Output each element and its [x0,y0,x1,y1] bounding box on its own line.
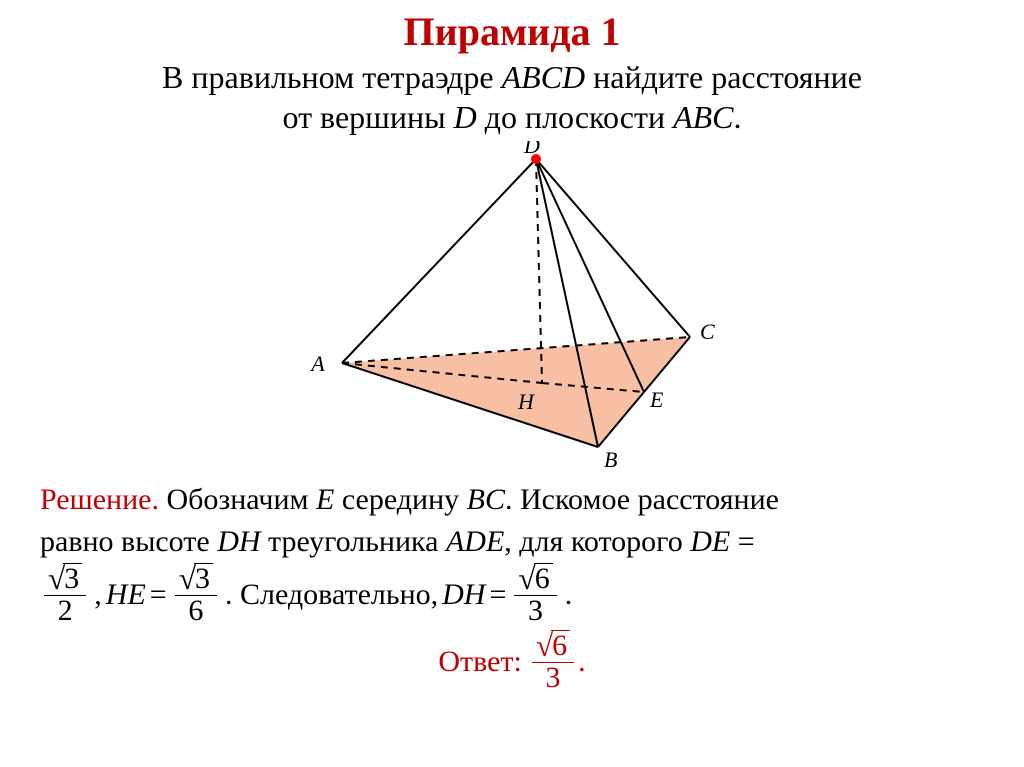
edge-dc [536,159,690,337]
answer-tail: . [578,645,586,679]
problem-line2-c: до плоскости [477,99,673,135]
label-e: E [649,387,664,412]
solution-row-2: равно высоте DH треугольника ADE, для ко… [40,521,984,563]
diagram-container: D A B C H E [40,141,984,471]
label-c: C [700,319,715,344]
frac3-den: 3 [524,596,547,626]
solution-row-1: Решение. Обозначим E середину BC. Искомо… [40,479,984,521]
problem-abcd: ABCD [502,59,586,95]
label-a: A [309,351,325,376]
sol-DE: DE [690,525,730,558]
sol-t9: = [150,574,167,616]
sol-t11: = [489,574,506,616]
sol-DH: DH [217,525,260,558]
slide: Пирамида 1 В правильном тетраэдре ABCD н… [0,0,1024,767]
answer-value: √6 3 [528,630,578,693]
page-title: Пирамида 1 [40,8,984,55]
sol-BC: BC [467,483,505,516]
sol-t10: . Следовательно, [225,574,438,616]
problem-d: D [454,99,477,135]
frac2-num: 3 [194,563,213,594]
sol-t3: . Искомое расстояние [505,483,779,516]
solution-row-3: √3 2 , HE = √3 6 . Следовательно, DH = √… [40,563,984,626]
problem-line1-a: В правильном тетраэдре [162,59,502,95]
sol-t5: треугольника [261,525,446,558]
solution-text: Решение. Обозначим E середину BC. Искомо… [40,479,984,626]
sol-t8: , [94,574,102,616]
tetrahedron-figure: D A B C H E [282,141,742,471]
frac-dh: √6 3 [514,563,556,626]
ans-num: 6 [551,630,570,661]
sol-t1: Обозначим [159,483,316,516]
sol-ADE: ADE [446,525,504,558]
sol-E: E [316,483,334,516]
sol-t4: равно высоте [40,525,217,558]
frac-de: √3 2 [44,563,86,626]
sol-t6: , для которого [504,525,690,558]
label-d: D [523,141,540,158]
answer-label: Ответ: [438,645,522,679]
solution-label: Решение. [40,483,159,516]
ans-den: 3 [542,663,565,693]
problem-line2-a: от вершины [282,99,453,135]
label-b: B [604,447,617,471]
problem-abc: ABC [673,99,733,135]
frac3-num: 6 [534,563,553,594]
sol-DH2: DH [442,574,485,616]
problem-line1-c: найдите расстояние [585,59,862,95]
label-h: H [517,389,535,414]
sol-t7: = [730,525,754,558]
sol-HE: HE [106,574,146,616]
sol-t12: . [565,574,573,616]
edge-da [342,159,536,363]
sol-t2: середину [334,483,466,516]
problem-statement: В правильном тетраэдре ABCD найдите расс… [40,57,984,137]
frac1-den: 2 [54,596,77,626]
problem-line2-e: . [734,99,742,135]
frac1-num: 3 [63,563,82,594]
frac2-den: 6 [184,596,207,626]
frac-he: √3 6 [175,563,217,626]
answer-row: Ответ: √6 3 . [40,630,984,693]
